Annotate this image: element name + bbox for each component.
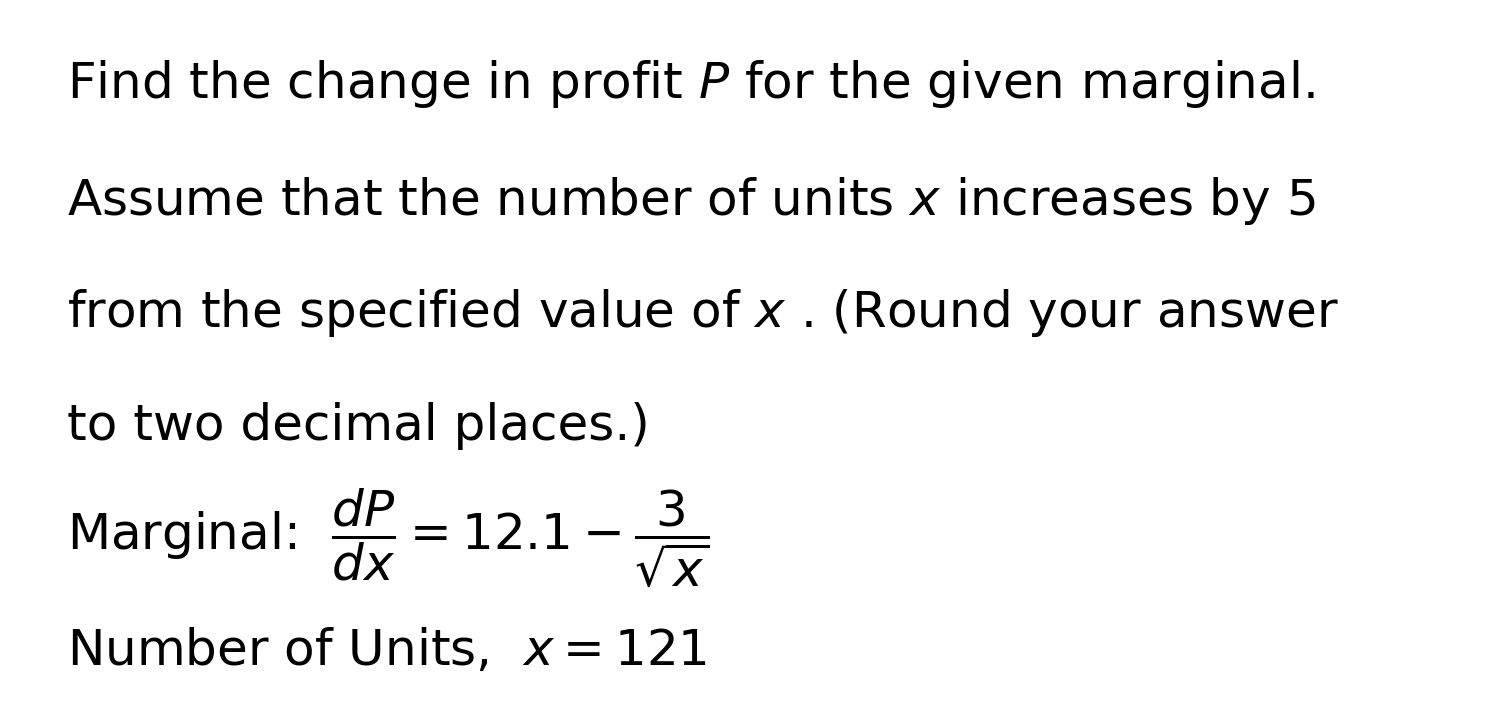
Text: Number of Units,  $x = 121$: Number of Units, $x = 121$: [66, 627, 706, 675]
Text: Find the change in profit $P$ for the given marginal.: Find the change in profit $P$ for the gi…: [66, 58, 1314, 111]
Text: Marginal:  $\dfrac{dP}{dx} = 12.1 - \dfrac{3}{\sqrt{x}}$: Marginal: $\dfrac{dP}{dx} = 12.1 - \dfra…: [66, 487, 710, 590]
Text: Assume that the number of units $x$ increases by 5: Assume that the number of units $x$ incr…: [66, 175, 1316, 227]
Text: to two decimal places.): to two decimal places.): [66, 402, 650, 450]
Text: from the specified value of $x$ . (Round your answer: from the specified value of $x$ . (Round…: [66, 287, 1338, 339]
